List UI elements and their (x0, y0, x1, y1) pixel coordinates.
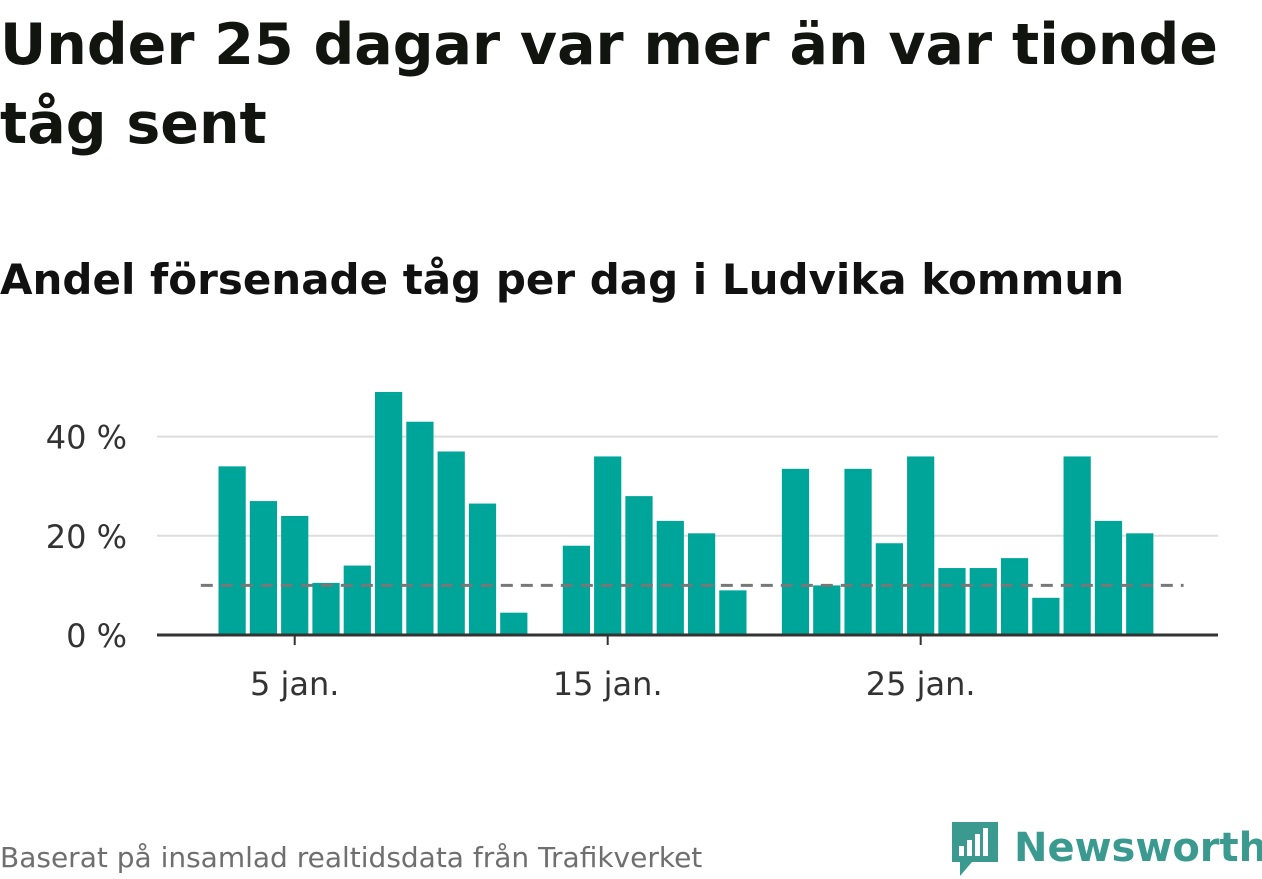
bar (374, 391, 403, 635)
y-tick-label: 40 % (46, 419, 127, 457)
bar (343, 565, 371, 635)
x-tick-label: 25 jan. (866, 665, 976, 703)
bar (500, 612, 528, 635)
bar (813, 585, 841, 635)
bar (656, 520, 684, 635)
bar (938, 568, 966, 635)
bar (1063, 456, 1091, 635)
bar (875, 543, 903, 635)
bar (1032, 597, 1060, 635)
x-tick-label: 5 jan. (250, 665, 339, 703)
bar (218, 466, 246, 635)
bar (468, 503, 497, 635)
bar (907, 456, 935, 635)
chart-title: Under 25 dagar var mer än var tionde tåg… (0, 12, 1218, 157)
axes: 0 % 20 % 40 % 5 jan. 15 jan. 25 jan. (46, 419, 1218, 703)
y-tick-label: 0 % (66, 617, 127, 655)
bar (312, 582, 340, 635)
bar (594, 456, 622, 635)
y-tick-label: 20 % (46, 518, 127, 556)
x-tick-label: 15 jan. (553, 665, 663, 703)
bar (249, 501, 278, 635)
bar (281, 515, 309, 635)
bar (719, 590, 747, 635)
bar (781, 468, 810, 635)
newsworthy-logo: Newsworthy (950, 818, 1262, 878)
source-note: Baserat på insamlad realtidsdata från Tr… (0, 841, 703, 874)
bar (437, 451, 465, 635)
chart-subtitle: Andel försenade tåg per dag i Ludvika ko… (0, 255, 1125, 304)
bar-chart: 0 % 20 % 40 % 5 jan. 15 jan. 25 jan. (46, 391, 1218, 703)
bar (562, 545, 591, 635)
bar (969, 568, 997, 635)
bars (218, 391, 1154, 635)
gridlines (157, 435, 1218, 537)
newsworthy-chat-bars-icon (952, 822, 998, 876)
bar (1094, 520, 1123, 635)
bar (406, 421, 434, 635)
logo-text: Newsworthy (1014, 825, 1262, 871)
bar (1000, 558, 1029, 635)
bar (844, 468, 872, 635)
bar (625, 496, 653, 635)
